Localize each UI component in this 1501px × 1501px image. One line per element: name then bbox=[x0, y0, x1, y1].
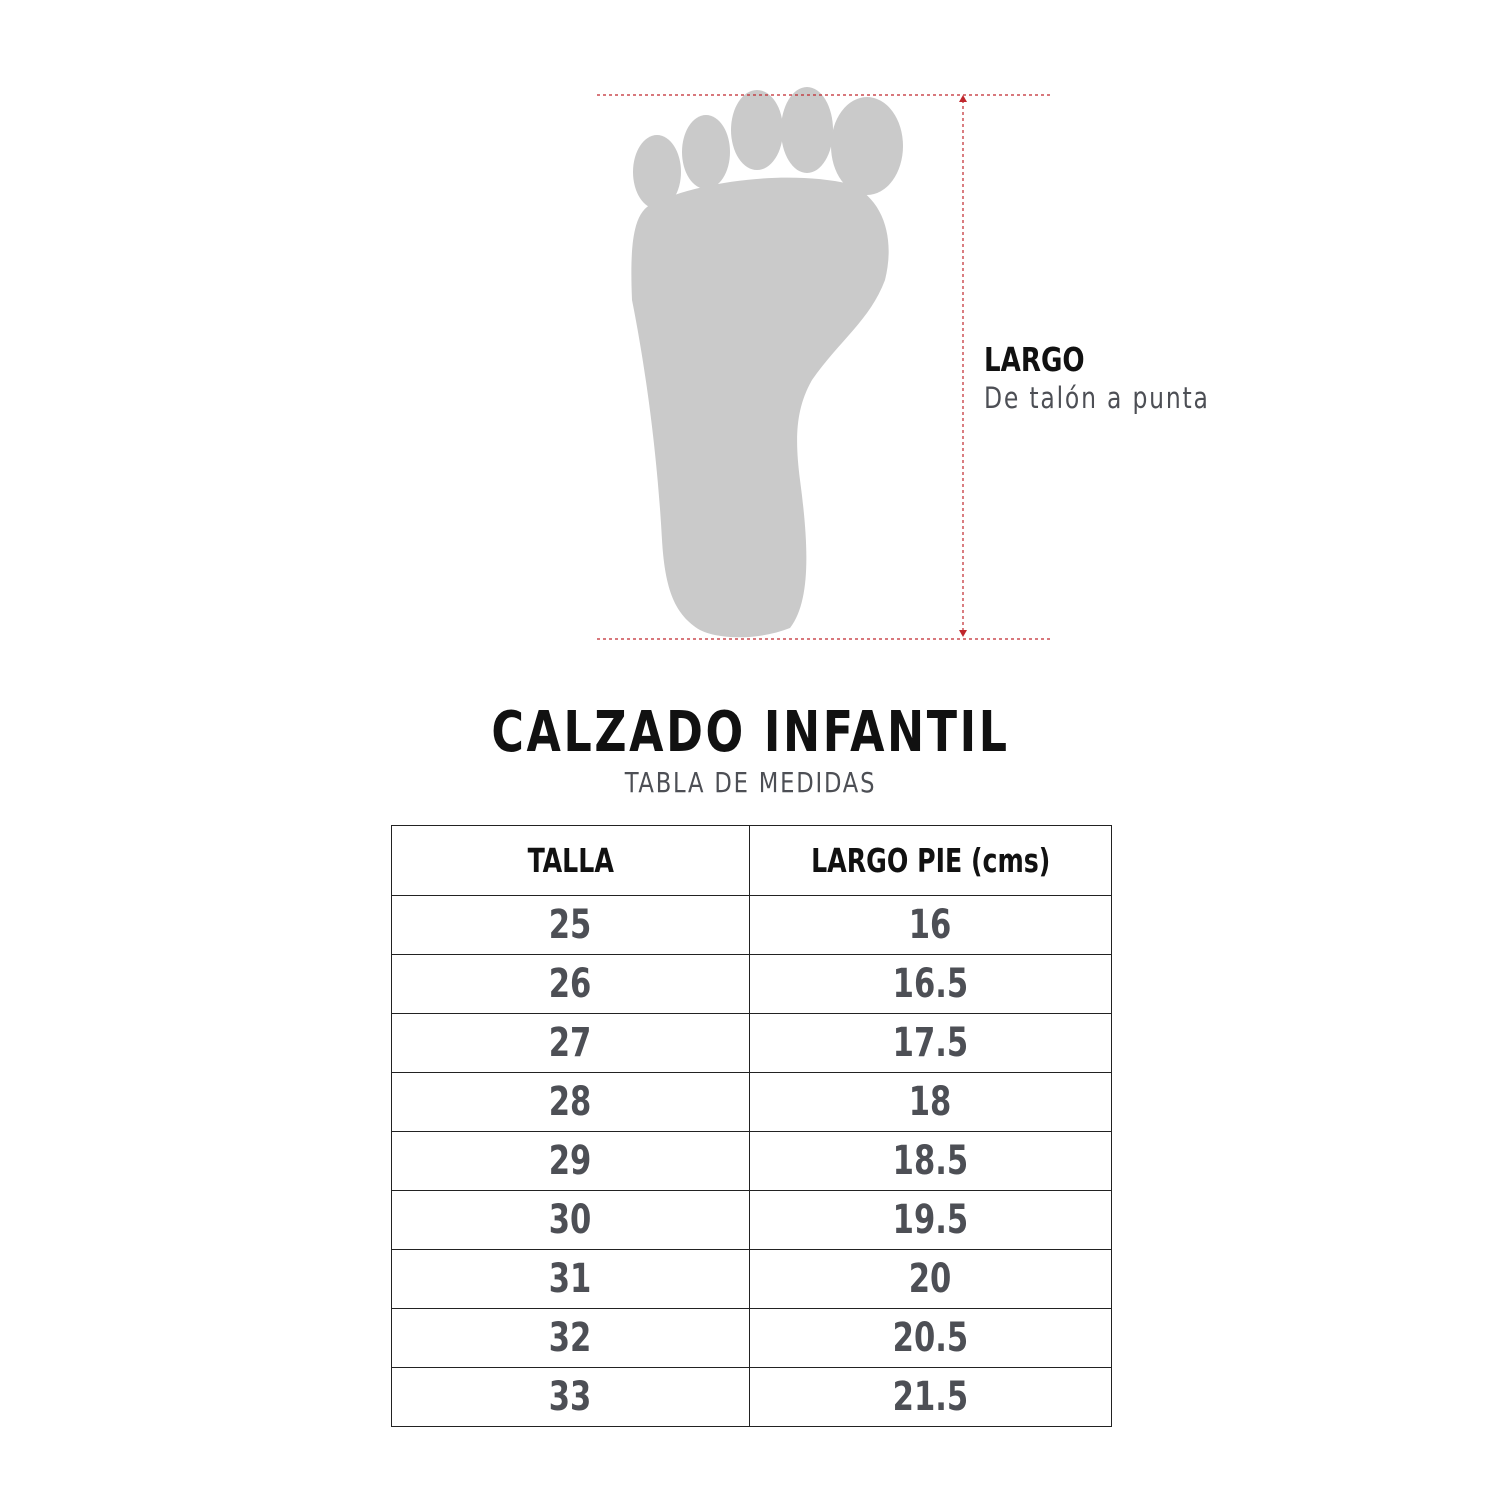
foot-length-cell: 16 bbox=[749, 895, 1112, 955]
table-row: 33 21.5 bbox=[391, 1367, 1112, 1427]
measure-label: LARGO bbox=[984, 340, 1085, 379]
cell-value: 17.5 bbox=[892, 1020, 969, 1066]
cell-value: 19.5 bbox=[892, 1197, 969, 1243]
size-cell: 32 bbox=[391, 1308, 750, 1368]
page-title: CALZADO INFANTIL bbox=[491, 700, 1010, 765]
table-row: 32 20.5 bbox=[391, 1308, 1112, 1368]
size-cell: 27 bbox=[391, 1013, 750, 1073]
cell-value: 32 bbox=[549, 1315, 592, 1361]
cell-value: 33 bbox=[549, 1374, 592, 1420]
page-subtitle: TABLA DE MEDIDAS bbox=[624, 766, 877, 799]
cell-value: 28 bbox=[549, 1079, 592, 1125]
foot-length-cell: 18.5 bbox=[749, 1131, 1112, 1191]
size-cell: 29 bbox=[391, 1131, 750, 1191]
table-row: 25 16 bbox=[391, 895, 1112, 955]
cell-value: 27 bbox=[549, 1020, 592, 1066]
table-row: 31 20 bbox=[391, 1249, 1112, 1309]
column-header-label: TALLA bbox=[527, 841, 614, 880]
table-row: 30 19.5 bbox=[391, 1190, 1112, 1250]
column-header-largo: LARGO PIE (cms) bbox=[749, 825, 1112, 896]
column-header-label: LARGO PIE (cms) bbox=[810, 841, 1051, 880]
table-row: 27 17.5 bbox=[391, 1013, 1112, 1073]
foot-length-cell: 21.5 bbox=[749, 1367, 1112, 1427]
cell-value: 31 bbox=[549, 1256, 592, 1302]
table-row: 28 18 bbox=[391, 1072, 1112, 1132]
table-body: 25 16 26 16.5 27 17.5 28 18 29 18.5 30 19.5 31 20 32 20… bbox=[391, 895, 1112, 1427]
cell-value: 29 bbox=[549, 1138, 592, 1184]
cell-value: 30 bbox=[549, 1197, 592, 1243]
foot-length-cell: 18 bbox=[749, 1072, 1112, 1132]
measure-arrow-icon bbox=[959, 95, 967, 637]
measure-description: De talón a punta bbox=[984, 381, 1210, 415]
table-row: 29 18.5 bbox=[391, 1131, 1112, 1191]
size-cell: 25 bbox=[391, 895, 750, 955]
cell-value: 25 bbox=[549, 902, 592, 948]
foot-diagram bbox=[597, 87, 1050, 640]
cell-value: 21.5 bbox=[892, 1374, 969, 1420]
cell-value: 16.5 bbox=[892, 961, 969, 1007]
measure-lines bbox=[597, 94, 1050, 640]
cell-value: 18 bbox=[909, 1079, 952, 1125]
size-table: TALLA LARGO PIE (cms) 25 16 26 16.5 27 17.5 28… bbox=[391, 825, 1112, 1427]
size-cell: 26 bbox=[391, 954, 750, 1014]
size-cell: 28 bbox=[391, 1072, 750, 1132]
cell-value: 20.5 bbox=[892, 1315, 969, 1361]
foot-length-cell: 20.5 bbox=[749, 1308, 1112, 1368]
cell-value: 20 bbox=[909, 1256, 952, 1302]
size-cell: 30 bbox=[391, 1190, 750, 1250]
cell-value: 16 bbox=[909, 902, 952, 948]
table-row: 26 16.5 bbox=[391, 954, 1112, 1014]
cell-value: 18.5 bbox=[892, 1138, 969, 1184]
size-cell: 31 bbox=[391, 1249, 750, 1309]
table-header-row: TALLA LARGO PIE (cms) bbox=[391, 825, 1112, 896]
cell-value: 26 bbox=[549, 961, 592, 1007]
foot-icon bbox=[631, 87, 903, 638]
foot-length-cell: 20 bbox=[749, 1249, 1112, 1309]
foot-length-cell: 19.5 bbox=[749, 1190, 1112, 1250]
size-cell: 33 bbox=[391, 1367, 750, 1427]
foot-length-cell: 17.5 bbox=[749, 1013, 1112, 1073]
foot-length-cell: 16.5 bbox=[749, 954, 1112, 1014]
column-header-talla: TALLA bbox=[391, 825, 750, 896]
